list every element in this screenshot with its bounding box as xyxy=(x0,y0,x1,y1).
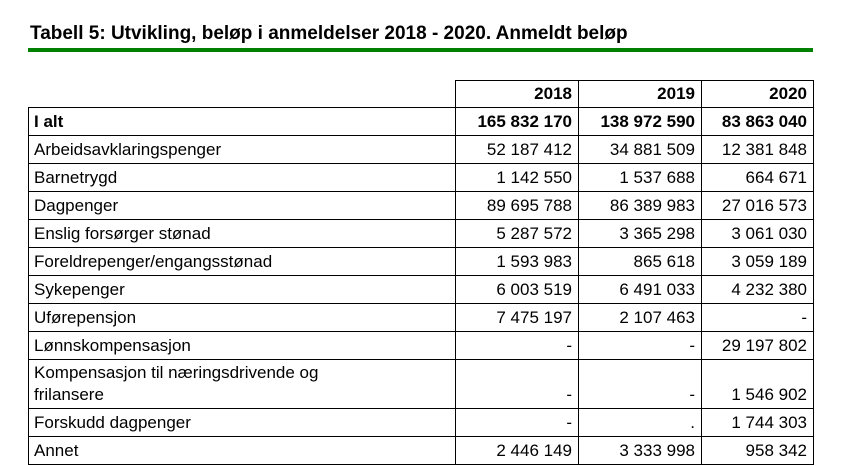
cell-value: 958 342 xyxy=(701,436,814,465)
cell-value: 34 881 509 xyxy=(578,135,702,164)
cell-value: 1 537 688 xyxy=(578,163,702,192)
cell-value: 3 061 030 xyxy=(701,219,814,248)
cell-value: 89 695 788 xyxy=(455,191,579,220)
table-header: 2018 2019 2020 xyxy=(28,80,814,108)
cell-value: - xyxy=(578,359,702,409)
row-label: Enslig forsørger stønad xyxy=(28,219,456,248)
cell-value: 664 671 xyxy=(701,163,814,192)
cell-value: 27 016 573 xyxy=(701,191,814,220)
caption-underline xyxy=(28,48,813,52)
cell-value: 2 446 149 xyxy=(455,436,579,465)
cell-value: - xyxy=(578,331,702,360)
cell-value: 5 287 572 xyxy=(455,219,579,248)
row-label: Foreldrepenger/engangsstønad xyxy=(28,247,456,276)
table-row: Uførepensjon 7 475 197 2 107 463- xyxy=(28,303,814,332)
cell-value: 165 832 170 xyxy=(455,107,579,136)
cell-value: - xyxy=(455,359,579,409)
row-label: Barnetrygd xyxy=(28,163,456,192)
table-row: I alt 165 832 170 138 972 590 83 863 040 xyxy=(28,107,814,136)
cell-value: - xyxy=(455,408,579,437)
table-body: I alt 165 832 170 138 972 590 83 863 040 Arb… xyxy=(28,107,814,465)
table-row: Enslig forsørger stønad 5 287 572 3 365 29… xyxy=(28,219,814,248)
table-row: Kompensasjon til næringsdrivende og fril… xyxy=(28,359,814,409)
table-row: Barnetrygd 1 142 550 1 537 688 664 671 xyxy=(28,163,814,192)
table-row: Lønnskompensasjon - -29 197 802 xyxy=(28,331,814,360)
table-row: Sykepenger 6 003 519 6 491 033 4 232 380 xyxy=(28,275,814,304)
cell-value: 1 546 902 xyxy=(701,359,814,409)
header-cell-empty xyxy=(28,80,456,108)
cell-value: 4 232 380 xyxy=(701,275,814,304)
table-row: Arbeidsavklaringspenger 52 187 412 34 881 … xyxy=(28,135,814,164)
cell-value: 6 003 519 xyxy=(455,275,579,304)
cell-value: 2 107 463 xyxy=(578,303,702,332)
table-row: Forskudd dagpenger -. 1 744 303 xyxy=(28,408,814,437)
data-table: 2018 2019 2020 I alt 165 832 170 138 972 5… xyxy=(28,80,814,465)
column-header-2019: 2019 xyxy=(578,80,702,108)
cell-value: 3 333 998 xyxy=(578,436,702,465)
column-header-2020: 2020 xyxy=(701,80,814,108)
table-caption: Tabell 5: Utvikling, beløp i anmeldelser… xyxy=(30,23,628,44)
row-label: Forskudd dagpenger xyxy=(28,408,456,437)
row-label: Sykepenger xyxy=(28,275,456,304)
cell-value: 6 491 033 xyxy=(578,275,702,304)
row-label: Uførepensjon xyxy=(28,303,456,332)
table-row: Foreldrepenger/engangsstønad 1 593 983 865… xyxy=(28,247,814,276)
column-header-2018: 2018 xyxy=(455,80,579,108)
cell-value: 52 187 412 xyxy=(455,135,579,164)
cell-value: 1 593 983 xyxy=(455,247,579,276)
row-label: Arbeidsavklaringspenger xyxy=(28,135,456,164)
cell-value: 1 744 303 xyxy=(701,408,814,437)
header-row: 2018 2019 2020 xyxy=(28,80,814,108)
cell-value: 865 618 xyxy=(578,247,702,276)
cell-value: 12 381 848 xyxy=(701,135,814,164)
table-row: Annet 2 446 149 3 333 998 958 342 xyxy=(28,436,814,465)
cell-value: . xyxy=(578,408,702,437)
cell-value: 86 389 983 xyxy=(578,191,702,220)
cell-value: 7 475 197 xyxy=(455,303,579,332)
row-label: Kompensasjon til næringsdrivende og fril… xyxy=(28,359,456,409)
cell-value: 3 365 298 xyxy=(578,219,702,248)
cell-value: 138 972 590 xyxy=(578,107,702,136)
row-label: Dagpenger xyxy=(28,191,456,220)
cell-value: - xyxy=(701,303,814,332)
row-label: Annet xyxy=(28,436,456,465)
cell-value: 1 142 550 xyxy=(455,163,579,192)
row-label: Lønnskompensasjon xyxy=(28,331,456,360)
cell-value: 83 863 040 xyxy=(701,107,814,136)
cell-value: 3 059 189 xyxy=(701,247,814,276)
cell-value: - xyxy=(455,331,579,360)
table-row: Dagpenger 89 695 788 86 389 983 27 016 573 xyxy=(28,191,814,220)
row-label: I alt xyxy=(28,107,456,136)
cell-value: 29 197 802 xyxy=(701,331,814,360)
